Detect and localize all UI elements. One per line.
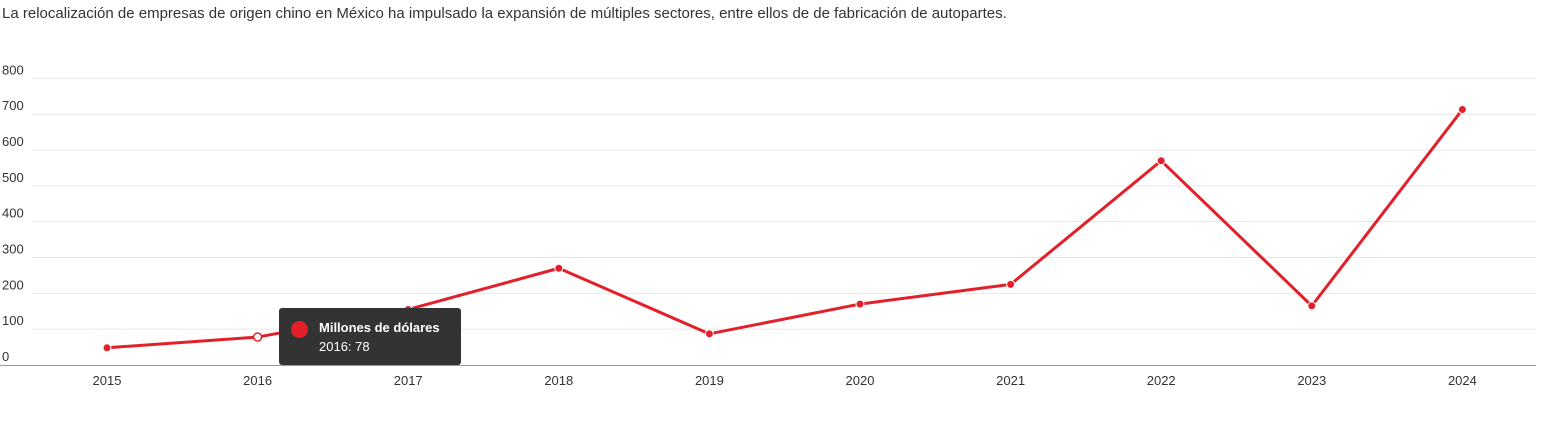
y-tick-label: 500 bbox=[2, 170, 24, 185]
y-tick-label: 800 bbox=[2, 62, 24, 77]
y-tick-label: 600 bbox=[2, 134, 24, 149]
y-tick-label: 200 bbox=[2, 277, 24, 292]
x-tick-label: 2022 bbox=[1147, 373, 1176, 388]
y-tick-label: 400 bbox=[2, 206, 24, 221]
tooltip-series-name: Millones de dólares bbox=[319, 320, 440, 335]
y-tick-label: 700 bbox=[2, 98, 24, 113]
x-tick-label: 2024 bbox=[1448, 373, 1477, 388]
data-point[interactable] bbox=[1006, 279, 1016, 289]
data-point[interactable] bbox=[704, 329, 714, 339]
data-point[interactable] bbox=[1457, 105, 1467, 115]
data-point[interactable] bbox=[855, 299, 865, 309]
y-tick-label: 100 bbox=[2, 313, 24, 328]
y-tick-label: 0 bbox=[2, 349, 9, 364]
x-axis-tick-labels: 2015 2016 2017 2018 2019 2020 2021 2022 2023 2024 bbox=[93, 373, 1477, 388]
x-tick-label: 2015 bbox=[93, 373, 122, 388]
grid-lines bbox=[0, 77, 1536, 366]
y-axis-tick-labels: 0 100 200 300 400 500 600 700 800 bbox=[2, 62, 24, 364]
x-tick-label: 2017 bbox=[394, 373, 423, 388]
data-point[interactable] bbox=[1307, 301, 1317, 311]
x-tick-label: 2023 bbox=[1297, 373, 1326, 388]
series-color-dot bbox=[291, 321, 308, 338]
data-tooltip: Millones de dólares 2016: 78 bbox=[279, 308, 461, 365]
x-tick-label: 2020 bbox=[846, 373, 875, 388]
data-point[interactable] bbox=[1156, 156, 1166, 166]
data-point-highlighted[interactable] bbox=[252, 332, 263, 342]
y-tick-label: 300 bbox=[2, 242, 24, 257]
series-points[interactable] bbox=[102, 105, 1467, 353]
x-tick-label: 2018 bbox=[544, 373, 573, 388]
x-tick-label: 2019 bbox=[695, 373, 724, 388]
chart-subtitle: La relocalización de empresas de origen … bbox=[2, 5, 1007, 22]
x-tick-label: 2021 bbox=[996, 373, 1025, 388]
x-tick-label: 2016 bbox=[243, 373, 272, 388]
tooltip-value: 2016: 78 bbox=[319, 339, 370, 354]
data-point[interactable] bbox=[554, 263, 564, 273]
data-point[interactable] bbox=[102, 343, 112, 353]
